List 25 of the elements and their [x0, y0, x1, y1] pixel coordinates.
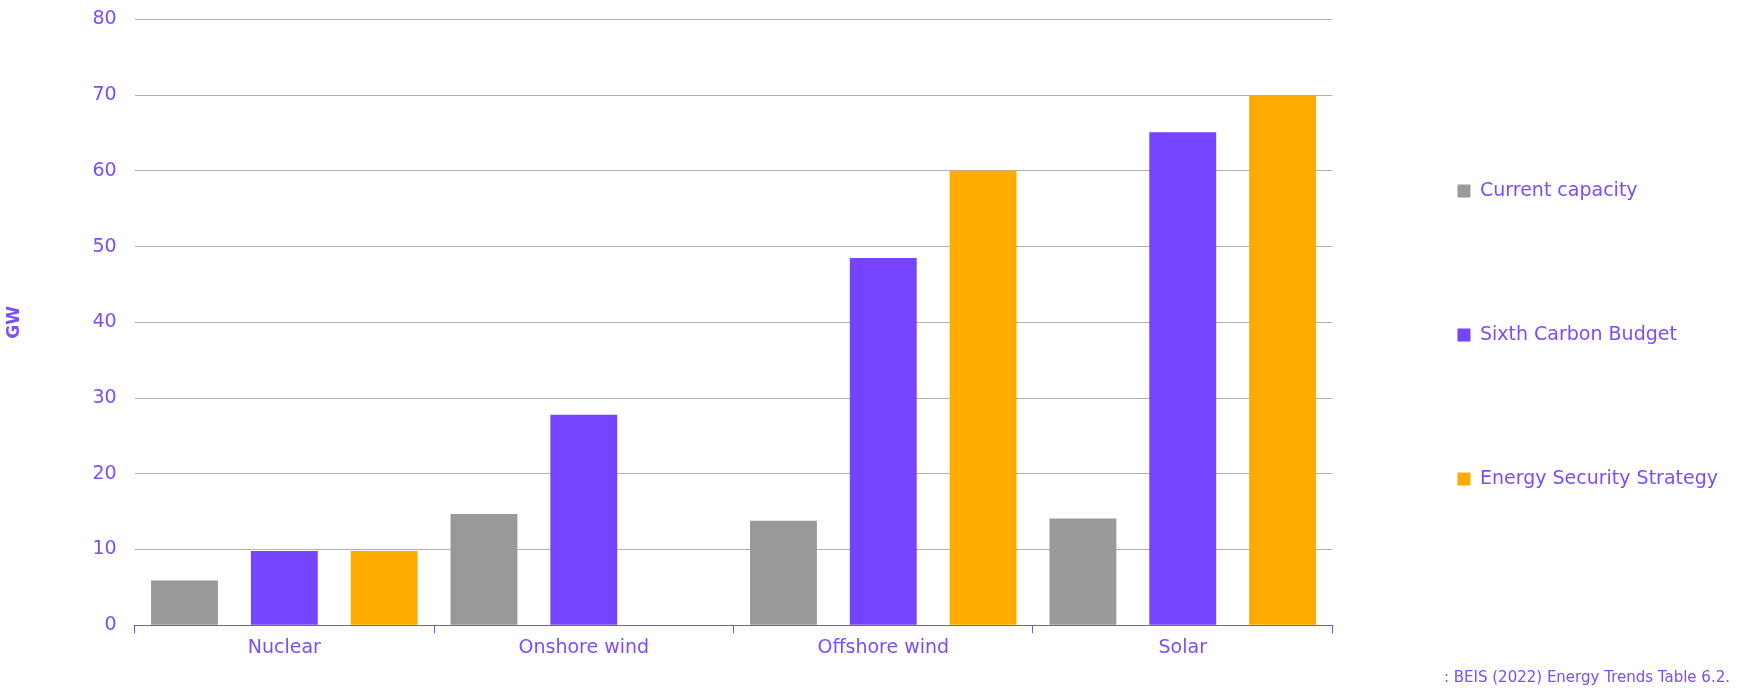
- bar: [1049, 518, 1117, 625]
- bar: [350, 550, 418, 625]
- y-axis-title: GW: [2, 305, 23, 339]
- bar: [750, 520, 817, 625]
- x-tick-label: Offshore wind: [817, 634, 950, 657]
- y-tick-label: 40: [92, 309, 117, 332]
- bar: [450, 513, 518, 625]
- y-tick-label: 80: [92, 6, 117, 29]
- text: : BEIS (2022) Energy Trends Table 6.2.: [1443, 668, 1730, 687]
- y-tick-label: 60: [92, 157, 117, 180]
- y-tick-label: 50: [92, 233, 117, 256]
- y-tick-label: 70: [92, 82, 117, 105]
- x-tick-label: Solar: [1158, 634, 1208, 657]
- x-tick-label: Onshore wind: [518, 634, 650, 657]
- bar: [949, 170, 1017, 625]
- y-tick-label: 30: [92, 384, 117, 407]
- y-tick-label: 0: [104, 612, 117, 635]
- legend-label: Sixth Carbon Budget: [1479, 321, 1677, 344]
- bar: [1249, 95, 1316, 625]
- y-tick-label: 20: [92, 460, 117, 483]
- x-tick-label: Nuclear: [247, 634, 322, 657]
- y-tick-label: 10: [92, 536, 117, 559]
- legend-label: Energy Security Strategy: [1479, 465, 1718, 488]
- legend-label: Current capacity: [1479, 177, 1638, 200]
- bar: [151, 580, 218, 625]
